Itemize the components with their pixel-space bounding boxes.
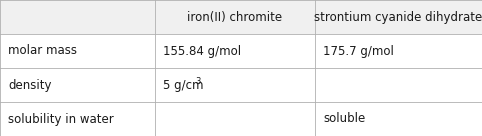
Text: molar mass: molar mass [8, 44, 77, 58]
Text: density: density [8, 78, 52, 92]
Text: solubility in water: solubility in water [8, 112, 114, 126]
Bar [0, 0, 482, 34]
Text: 155.84 g/mol: 155.84 g/mol [163, 44, 241, 58]
Text: iron(II) chromite: iron(II) chromite [187, 10, 282, 24]
Text: 175.7 g/mol: 175.7 g/mol [323, 44, 394, 58]
Text: 5 g/cm: 5 g/cm [163, 78, 203, 92]
Text: 3: 3 [195, 76, 201, 86]
Text: strontium cyanide dihydrate: strontium cyanide dihydrate [314, 10, 482, 24]
Text: soluble: soluble [323, 112, 365, 126]
